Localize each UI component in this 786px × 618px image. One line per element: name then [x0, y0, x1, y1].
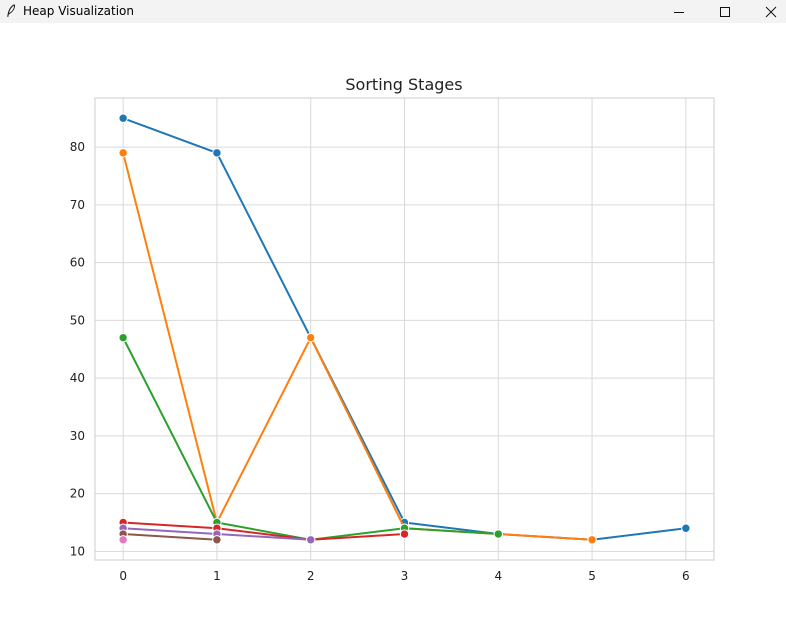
- data-point: [212, 535, 222, 545]
- y-tick-label: 20: [70, 487, 85, 501]
- data-point: [681, 523, 691, 533]
- data-point: [118, 148, 128, 158]
- sorting-stages-chart: Sorting Stages 0 1 2 3 4 5 6 10 20 30 40 50 60 70 80: [70, 75, 715, 583]
- x-tick-label: 5: [588, 569, 596, 583]
- close-button[interactable]: [748, 0, 786, 23]
- x-tick-label: 0: [119, 569, 127, 583]
- x-tick-label: 1: [213, 569, 221, 583]
- close-icon: [765, 6, 777, 17]
- plot-frame: [94, 97, 715, 561]
- x-tick-label: 6: [682, 569, 690, 583]
- series-line: [122, 533, 218, 541]
- y-tick-label: 30: [70, 429, 85, 443]
- data-point: [399, 529, 410, 539]
- data-point: [493, 529, 503, 539]
- x-tick-label: 4: [494, 569, 502, 583]
- series-line: [122, 521, 406, 541]
- data-point: [118, 332, 128, 343]
- y-tick-label: 40: [70, 371, 85, 385]
- maximize-button[interactable]: [702, 0, 748, 23]
- x-tick-label: 2: [307, 569, 315, 583]
- data-point: [587, 535, 597, 545]
- x-tick-label: 3: [401, 569, 409, 583]
- series-7: [118, 535, 128, 545]
- grid: [95, 98, 714, 560]
- series-line: [122, 151, 594, 541]
- y-tick-label: 60: [70, 256, 85, 270]
- data-point: [212, 148, 222, 158]
- minimize-icon: [674, 11, 684, 13]
- data-point: [306, 535, 316, 545]
- series-2: [118, 148, 597, 545]
- window-title: Heap Visualization: [23, 4, 134, 18]
- series: [118, 113, 691, 545]
- data-point: [306, 332, 316, 343]
- feather-icon: [7, 4, 16, 17]
- x-axis-ticks: 0 1 2 3 4 5 6: [119, 569, 689, 583]
- maximize-icon: [720, 6, 730, 17]
- chart-title: Sorting Stages: [345, 75, 462, 94]
- y-tick-label: 50: [70, 313, 85, 327]
- y-tick-label: 10: [70, 544, 85, 558]
- minimize-button[interactable]: [656, 0, 702, 23]
- y-axis-ticks: 10 20 30 40 50 60 70 80: [70, 140, 85, 558]
- data-point: [118, 535, 128, 545]
- data-point: [118, 113, 128, 123]
- title-bar: Heap Visualization: [0, 0, 786, 23]
- y-tick-label: 80: [70, 140, 85, 154]
- y-tick-label: 70: [70, 198, 85, 212]
